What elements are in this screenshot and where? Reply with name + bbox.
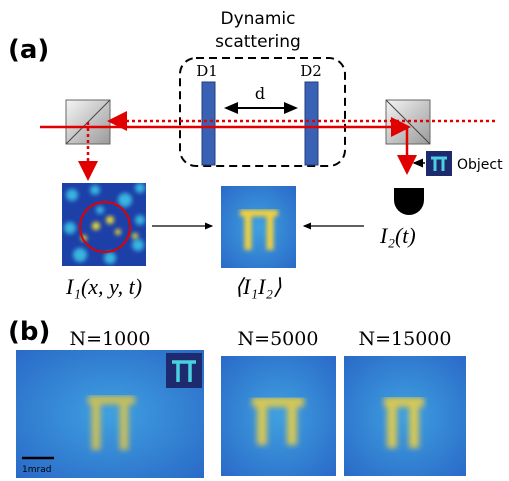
object-label: Object — [457, 157, 503, 173]
plate-label: D2 — [300, 62, 322, 80]
image-title: N=1000 — [70, 328, 151, 350]
scattering-title: Dynamic — [221, 9, 296, 29]
speckle-image — [62, 183, 146, 266]
image-title: N=5000 — [238, 328, 319, 350]
reconstruction-image — [16, 350, 204, 478]
detector — [394, 188, 424, 215]
diffuser — [305, 82, 318, 165]
camera-signal: I₁(x, y, t) — [65, 274, 142, 299]
object-icon — [426, 151, 452, 176]
scale-bar-label: 1mrad — [22, 465, 51, 475]
panel-label: (b) — [8, 317, 50, 347]
distance-label: d — [255, 84, 265, 103]
diffuser — [202, 82, 215, 165]
plate-label: D1 — [196, 62, 218, 80]
correlation-image — [221, 186, 296, 268]
figure: (a) Dynamic scattering D1 D2 d Object I₂… — [0, 0, 509, 481]
reconstruction-image — [344, 356, 466, 476]
scattering-title: scattering — [215, 32, 301, 52]
reconstruction-image — [221, 356, 336, 476]
detector-signal: I₂(t) — [379, 223, 416, 248]
panel-label: (a) — [8, 35, 49, 65]
image-title: N=15000 — [359, 328, 452, 350]
correlation-label: ⟨I₁I₂⟩ — [234, 274, 282, 299]
